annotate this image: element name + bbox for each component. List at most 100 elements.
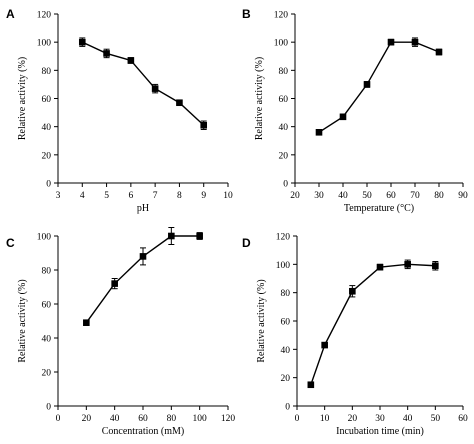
panel-b-y-tick-label: 80	[279, 67, 289, 77]
panel-a-y-tick-label: 20	[42, 151, 52, 161]
panel-a-x-tick-label: 7	[153, 191, 158, 201]
panel-a-data-point	[176, 99, 183, 107]
panel-d-x-tick-label: 60	[458, 414, 468, 424]
panel-a-letter: A	[6, 7, 15, 21]
panel-c-x-tick-label: 80	[167, 414, 177, 424]
panel-d-data-point	[349, 287, 356, 295]
panel-a-x-axis-title: pH	[137, 203, 149, 214]
panel-a-x-tick-label: 3	[56, 191, 61, 201]
panel-c-x-tick-label: 20	[82, 414, 92, 424]
panel-a-y-tick-label: 80	[42, 67, 52, 77]
panel-d-data-point	[432, 262, 439, 270]
panel-b-x-axis-title: Temperature (°C)	[344, 203, 414, 214]
panel-b-letter: B	[242, 7, 251, 21]
panel-a-x-tick-label: 8	[177, 191, 182, 201]
panel-d-y-tick-label: 20	[281, 374, 291, 384]
panel-c-y-tick-label: 0	[46, 403, 51, 413]
panel-c: C 0 20 40 60 80 100 0 20 40 60 80 100 120 Concentratio…	[6, 227, 236, 437]
panel-d: D 0 20 40 60 80 100 120 0 10 20 30 40 50 60 Incubation …	[242, 233, 468, 438]
panel-b-x-tick-label: 80	[434, 191, 444, 201]
panel-b-y-tick-label: 0	[283, 180, 288, 190]
panel-a-data-point	[78, 38, 86, 46]
panel-a-data-point	[151, 85, 159, 92]
panel-d-y-tick-label: 80	[281, 289, 291, 299]
panel-c-x-tick-label: 120	[221, 414, 236, 424]
panel-d-y-tick-label: 60	[281, 318, 291, 328]
panel-a-data-point	[127, 57, 135, 64]
panel-c-data-point	[196, 232, 203, 240]
panel-c-y-tick-label: 60	[42, 301, 52, 311]
panel-b-data-point	[411, 38, 419, 46]
panel-b-x-tick-label: 90	[458, 191, 468, 201]
panel-d-data-point	[321, 341, 328, 349]
panel-c-data-point	[168, 232, 175, 240]
panel-a-x-tick-label: 5	[104, 191, 109, 201]
panel-b-y-tick-label: 60	[279, 95, 289, 105]
panel-a-x-tick-label: 10	[223, 191, 233, 201]
panel-b-data-point	[315, 129, 323, 136]
panel-d-x-tick-label: 20	[348, 414, 358, 424]
panel-c-data-point	[83, 319, 90, 326]
panel-c-x-tick-label: 0	[56, 414, 61, 424]
panel-b-series-line	[318, 41, 440, 133]
panel-d-x-tick-label: 30	[375, 414, 385, 424]
panel-b-y-tick-label: 100	[274, 39, 289, 49]
panel-b-data-point	[339, 113, 347, 121]
panel-d-data-point	[376, 263, 384, 271]
panel-c-y-tick-label: 40	[42, 335, 52, 345]
panel-b-x-tick-label: 70	[410, 191, 420, 201]
panel-d-y-tick-label: 0	[285, 403, 290, 413]
panel-c-x-axis-title: Concentration (mM)	[102, 426, 184, 437]
panel-b-y-tick-label: 40	[279, 123, 289, 133]
panel-d-y-tick-label: 100	[276, 261, 291, 271]
panel-a-x-tick-label: 9	[201, 191, 206, 201]
panel-c-x-tick-label: 60	[138, 414, 148, 424]
panel-d-x-tick-label: 50	[431, 414, 441, 424]
panel-b-x-tick-label: 50	[362, 191, 372, 201]
panel-c-data-point	[111, 280, 118, 287]
panel-b-data-point	[363, 81, 371, 88]
panel-c-y-axis-title: Relative activity (%)	[17, 279, 28, 362]
panel-a-y-axis-title: Relative activity (%)	[17, 57, 28, 140]
panel-d-y-tick-label: 40	[281, 346, 291, 356]
panel-d-x-tick-label: 10	[320, 414, 330, 424]
panel-d-x-tick-label: 0	[295, 414, 300, 424]
panel-d-y-axis-title: Relative activity (%)	[256, 279, 267, 362]
panel-a-y-tick-label: 40	[42, 123, 52, 133]
panel-c-y-tick-label: 20	[42, 369, 52, 379]
panel-b-y-axis-title: Relative activity (%)	[254, 57, 265, 140]
panel-b-data-point	[387, 38, 395, 46]
panel-c-x-tick-label: 100	[193, 414, 208, 424]
panel-c-letter: C	[6, 236, 15, 250]
panel-b-y-tick-label: 120	[274, 11, 289, 21]
panel-d-y-tick-label: 120	[276, 233, 291, 243]
panel-b-data-point	[435, 48, 443, 56]
panel-a: A 0 20 40 60 80 100 120 3 4 5 6 7 8 9 10 pH Relative acti…	[6, 7, 233, 214]
panel-b-y-tick-label: 20	[279, 151, 289, 161]
panel-d-x-axis-title: Incubation time (min)	[336, 426, 424, 437]
panel-a-y-tick-label: 60	[42, 95, 52, 105]
panel-c-x-tick-label: 40	[110, 414, 120, 424]
panel-d-x-tick-label: 40	[403, 414, 413, 424]
panel-d-data-point	[404, 261, 411, 268]
panel-a-x-tick-label: 6	[128, 191, 133, 201]
panel-c-data-point	[139, 253, 147, 260]
panel-a-y-tick-label: 120	[37, 11, 52, 21]
panel-a-y-tick-label: 0	[46, 180, 51, 190]
panel-a-data-point	[103, 50, 110, 57]
panel-b-x-tick-label: 30	[314, 191, 324, 201]
panel-a-x-tick-label: 4	[80, 191, 85, 201]
panel-b-x-tick-label: 40	[338, 191, 348, 201]
panel-c-y-tick-label: 80	[42, 267, 52, 277]
panel-a-data-point	[200, 121, 208, 129]
panel-c-y-tick-label: 100	[37, 233, 52, 243]
panel-b-x-tick-label: 20	[290, 191, 300, 201]
panel-d-data-point	[307, 381, 315, 389]
panel-d-series-line	[310, 263, 436, 385]
panel-d-letter: D	[242, 236, 251, 250]
panel-b-x-tick-label: 60	[386, 191, 396, 201]
panel-a-series-line	[81, 41, 205, 126]
panel-a-y-tick-label: 100	[37, 39, 52, 49]
